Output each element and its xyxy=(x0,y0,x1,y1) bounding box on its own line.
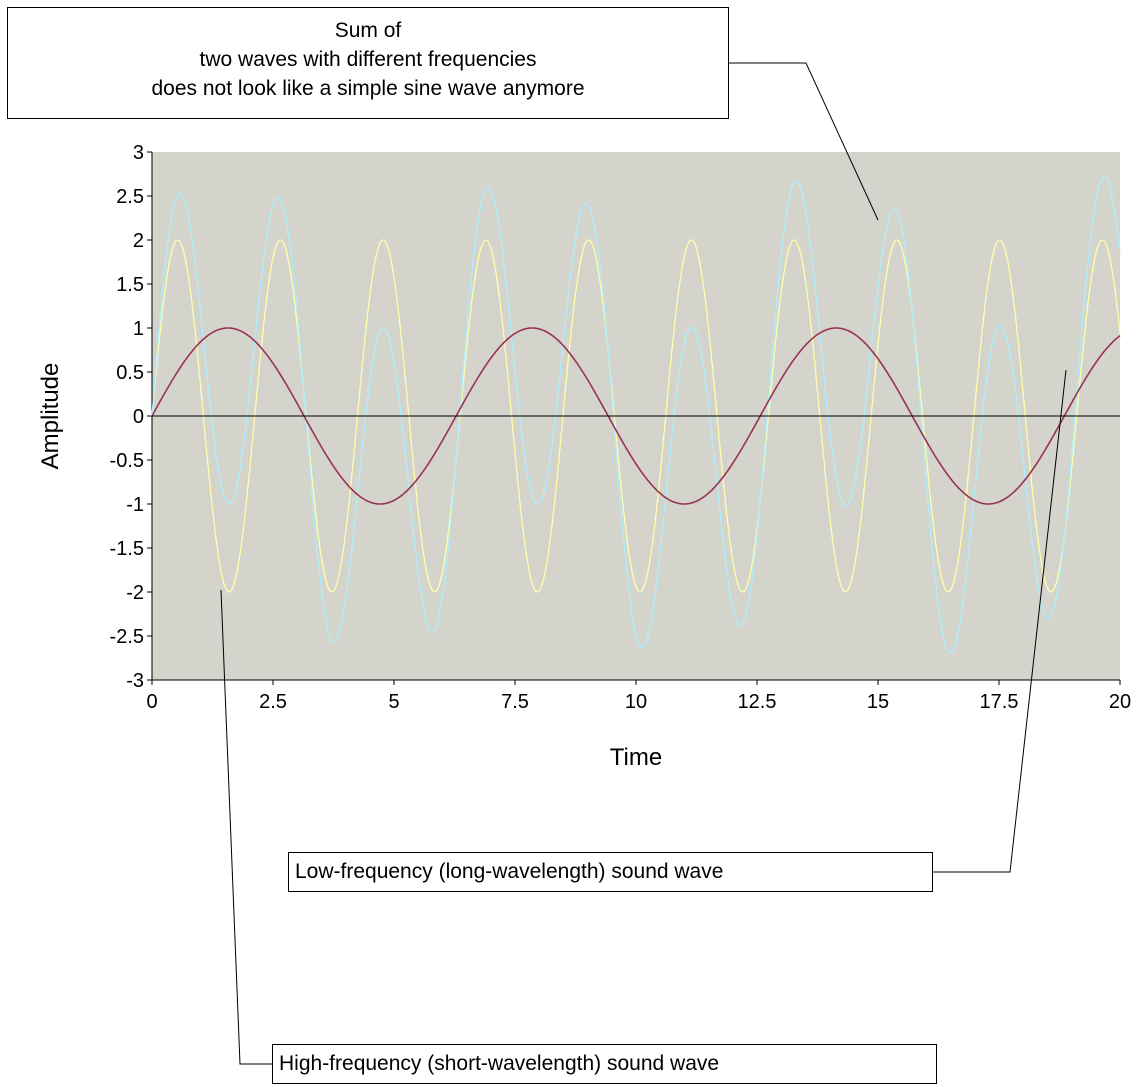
x-tick-label: 17.5 xyxy=(980,691,1019,713)
x-tick-label: 0 xyxy=(146,691,157,713)
x-tick-label: 12.5 xyxy=(738,691,777,713)
high-leader-line xyxy=(220,589,272,1065)
x-tick-label: 15 xyxy=(867,691,889,713)
sum-wave-callout: Sum of two waves with different frequenc… xyxy=(7,7,729,119)
low-frequency-wave-line xyxy=(151,327,1121,505)
y-tick-label: -0.5 xyxy=(110,450,144,472)
x-tick-label: 7.5 xyxy=(501,691,529,713)
y-axis-title: Amplitude xyxy=(37,363,64,470)
x-tick-label: 5 xyxy=(388,691,399,713)
sum-wave-line xyxy=(151,175,1121,654)
sum-callout-line-3: does not look like a simple sine wave an… xyxy=(151,77,585,100)
sum-callout-line-1: Sum of xyxy=(334,19,402,42)
y-tick-label: -2 xyxy=(126,582,144,604)
low-frequency-callout: Low-frequency (long-wavelength) sound wa… xyxy=(288,852,933,892)
x-tick-label: 2.5 xyxy=(259,691,287,713)
x-axis: 0 2.5 5 7.5 10 12.5 15 17.5 20 xyxy=(146,679,1131,713)
y-tick-label: 2 xyxy=(133,230,144,252)
x-tick-label: 20 xyxy=(1109,691,1131,713)
y-tick-label: 1.5 xyxy=(116,274,144,296)
y-tick-label: -1 xyxy=(126,494,144,516)
y-tick-label: 2.5 xyxy=(116,186,144,208)
sum-leader-line xyxy=(729,62,879,221)
y-tick-label: 3 xyxy=(133,142,144,164)
y-tick-label: 0.5 xyxy=(116,362,144,384)
sum-callout-line-2: two waves with different frequencies xyxy=(199,48,537,71)
series-layer xyxy=(151,175,1121,654)
low-leader-line xyxy=(933,369,1067,873)
x-tick-label: 10 xyxy=(625,691,647,713)
x-axis-title: Time xyxy=(610,744,662,771)
y-tick-label: -2.5 xyxy=(110,626,144,648)
callout-leaders xyxy=(220,62,1067,1065)
y-tick-label: -3 xyxy=(126,670,144,692)
high-frequency-wave-line xyxy=(151,239,1121,593)
y-tick-label: 1 xyxy=(133,318,144,340)
y-tick-label: 0 xyxy=(133,406,144,428)
y-axis: 3 2.5 2 1.5 1 0.5 0 -0.5 -1 -1.5 -2 -2.5 -3 xyxy=(110,142,153,692)
y-tick-label: -1.5 xyxy=(110,538,144,560)
high-frequency-callout: High-frequency (short-wavelength) sound … xyxy=(272,1044,937,1084)
